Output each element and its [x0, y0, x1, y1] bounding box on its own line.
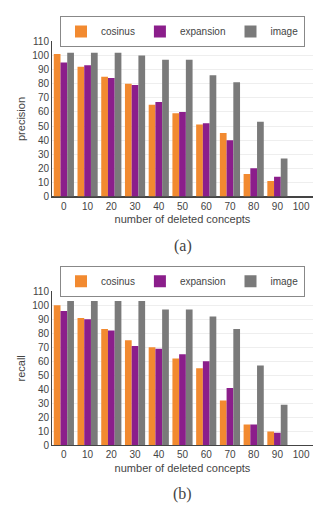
svg-text:100: 100 — [32, 50, 49, 61]
svg-text:90: 90 — [38, 64, 50, 75]
svg-text:10: 10 — [82, 449, 94, 460]
svg-text:20: 20 — [38, 163, 50, 174]
svg-text:60: 60 — [38, 356, 50, 367]
svg-text:110: 110 — [33, 36, 49, 47]
svg-text:image: image — [271, 26, 299, 37]
svg-text:60: 60 — [38, 106, 50, 117]
svg-text:80: 80 — [248, 449, 260, 460]
svg-text:precision: precision — [15, 97, 27, 141]
svg-text:30: 30 — [129, 201, 141, 212]
svg-text:10: 10 — [38, 177, 50, 188]
svg-text:0: 0 — [61, 201, 67, 212]
svg-text:60: 60 — [201, 449, 213, 460]
svg-text:100: 100 — [293, 201, 310, 212]
svg-text:image: image — [271, 276, 299, 287]
svg-text:expansion: expansion — [180, 26, 226, 37]
svg-text:30: 30 — [38, 149, 50, 160]
svg-text:number of deleted concepts: number of deleted concepts — [115, 213, 251, 225]
svg-text:30: 30 — [38, 398, 50, 409]
svg-text:100: 100 — [32, 300, 49, 311]
svg-text:90: 90 — [272, 449, 284, 460]
svg-text:20: 20 — [38, 412, 50, 423]
svg-text:110: 110 — [33, 286, 49, 297]
svg-text:70: 70 — [224, 201, 236, 212]
svg-text:20: 20 — [106, 201, 118, 212]
svg-text:100: 100 — [293, 449, 310, 460]
svg-text:50: 50 — [38, 370, 50, 381]
svg-text:(a): (a) — [174, 237, 192, 255]
svg-text:80: 80 — [38, 328, 50, 339]
svg-text:number of deleted concepts: number of deleted concepts — [115, 462, 251, 474]
svg-text:30: 30 — [129, 449, 141, 460]
svg-text:50: 50 — [177, 201, 189, 212]
svg-text:10: 10 — [38, 426, 50, 437]
svg-text:50: 50 — [38, 121, 50, 132]
svg-text:40: 40 — [38, 384, 50, 395]
svg-text:expansion: expansion — [180, 276, 226, 287]
svg-text:90: 90 — [272, 201, 284, 212]
svg-text:90: 90 — [38, 314, 50, 325]
svg-text:cosinus: cosinus — [101, 276, 135, 287]
svg-text:10: 10 — [82, 201, 94, 212]
svg-text:80: 80 — [248, 201, 260, 212]
svg-text:50: 50 — [177, 449, 189, 460]
svg-text:0: 0 — [61, 449, 67, 460]
svg-text:40: 40 — [153, 201, 165, 212]
svg-text:recall: recall — [15, 355, 27, 381]
svg-text:70: 70 — [38, 342, 50, 353]
svg-text:80: 80 — [38, 78, 50, 89]
svg-text:70: 70 — [38, 92, 50, 103]
svg-text:cosinus: cosinus — [101, 26, 135, 37]
svg-text:40: 40 — [38, 135, 50, 146]
svg-text:60: 60 — [201, 201, 213, 212]
svg-text:0: 0 — [43, 440, 49, 451]
svg-text:0: 0 — [43, 191, 49, 202]
svg-text:40: 40 — [153, 449, 165, 460]
svg-text:70: 70 — [224, 449, 236, 460]
svg-text:20: 20 — [106, 449, 118, 460]
svg-text:(b): (b) — [173, 485, 192, 503]
